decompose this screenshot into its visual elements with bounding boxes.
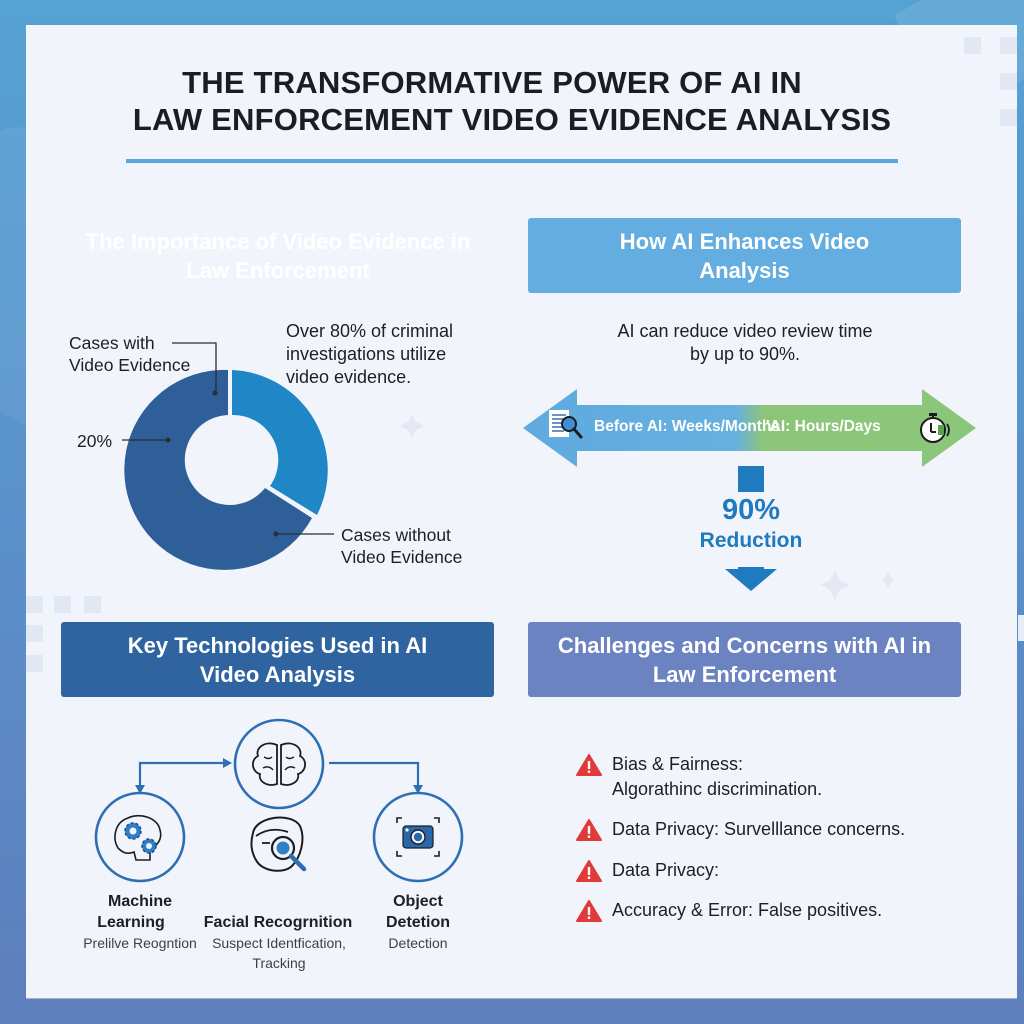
label-with-video-line1: Cases with [69,333,155,353]
concern-key: Bias & Fairness: [612,754,744,774]
concern-item: Bias & Fairness: Algorathinc discriminat… [576,752,822,802]
after-ai-label: 'AI: Hours/Days [766,418,881,435]
section-heading-enhances: How AI Enhances Video Analysis [528,218,961,293]
importance-stat-line3: video evidence. [286,367,412,387]
decor-square [54,596,71,613]
page-title: THE TRANSFORMATIVE POWER OF AI IN LAW EN… [0,64,1024,138]
tech-object-detection-desc: Detection [388,935,448,951]
decor-square [964,37,981,54]
decor-square [26,655,43,672]
label-without-video-line1: Cases without [341,525,451,545]
decor-square [26,625,43,642]
decor-square [84,596,101,613]
importance-stat-line1: Over 80% of criminal [286,321,454,341]
concern-item: Accuracy & Error: False positives. [576,898,882,923]
enhances-stat-line1: AI can reduce video review time [617,321,873,341]
label-pct: 20% [77,431,113,451]
decor-square [1000,109,1017,126]
warning-icon [576,754,602,776]
tech-name-line2: Detetion [386,914,450,931]
tech-desc-line1: Suspect Identfication, [212,935,346,951]
tech-facial-recognition: Facial Recogrnition [203,914,353,931]
section-heading-challenges: Challenges and Concerns with AI in Law E… [528,622,961,697]
concern-item: Data Privacy: Survelllance concerns. [576,817,905,842]
concern-key: Data Privacy: [612,819,720,839]
concern-value: False positives. [753,900,883,920]
label-with-video-line2: Video Evidence [69,355,191,375]
label-with-video: Cases with Video Evidence [69,332,190,376]
tech-facial-recognition-desc: Suspect Identfication, Tracking [204,933,354,973]
reduction-value: 90% [721,494,781,526]
importance-stat: Over 80% of criminal investigations util… [286,320,453,389]
tech-object-detection: Object Detetion [378,891,458,933]
concern-key: Accuracy & Error: [612,900,754,920]
tech-name-line1: Machine [107,893,172,910]
decor-square [1000,37,1017,54]
warning-icon [576,900,602,922]
title-line-2: LAW ENFORCEMENT VIDEO EVIDENCE ANALYSIS [132,102,892,137]
tech-machine-learning: Machine Learning [90,891,190,933]
title-line-1: THE TRANSFORMATIVE POWER OF AI IN [182,65,802,100]
background-decoration [1018,615,1024,641]
decor-square [26,596,43,613]
title-divider [126,159,898,163]
tech-name-line1: Object [393,893,443,910]
concern-item: Data Privacy: [576,858,719,883]
section-heading-text: The Importance of Video Evidence in Law … [85,228,471,283]
section-heading-text: Key Technologies Used in AI Video Analys… [127,632,428,687]
warning-icon [576,860,602,882]
tech-machine-learning-desc: Prelilve Reogntion [83,935,197,951]
section-heading-text: Challenges and Concerns with AI in Law E… [557,632,932,687]
decor-square [1000,73,1017,90]
concern-key: Data Privacy: [612,860,720,880]
concern-value: Survelllance concerns. [719,819,906,839]
warning-icon [576,819,602,841]
section-heading-text: How AI Enhances Video Analysis [619,228,870,283]
infographic-card [26,25,1017,998]
concern-detail: Algorathinc discrimination. [612,779,823,799]
tech-desc-line2: Tracking [252,955,306,971]
section-heading-technologies: Key Technologies Used in AI Video Analys… [61,622,494,697]
importance-stat-line2: investigations utilize [286,344,447,364]
reduction-label: Reduction [699,529,803,552]
enhances-stat-line2: by up to 90%. [689,344,801,364]
label-without-video-line2: Video Evidence [341,547,463,567]
before-ai-label: Before AI: Weeks/Months [594,418,781,435]
tech-name-line2: Learning [97,914,165,931]
enhances-stat: AI can reduce video review time by up to… [560,320,930,366]
label-without-video: Cases without Video Evidence [341,524,462,568]
section-heading-importance: The Importance of Video Evidence in Law … [62,218,494,293]
